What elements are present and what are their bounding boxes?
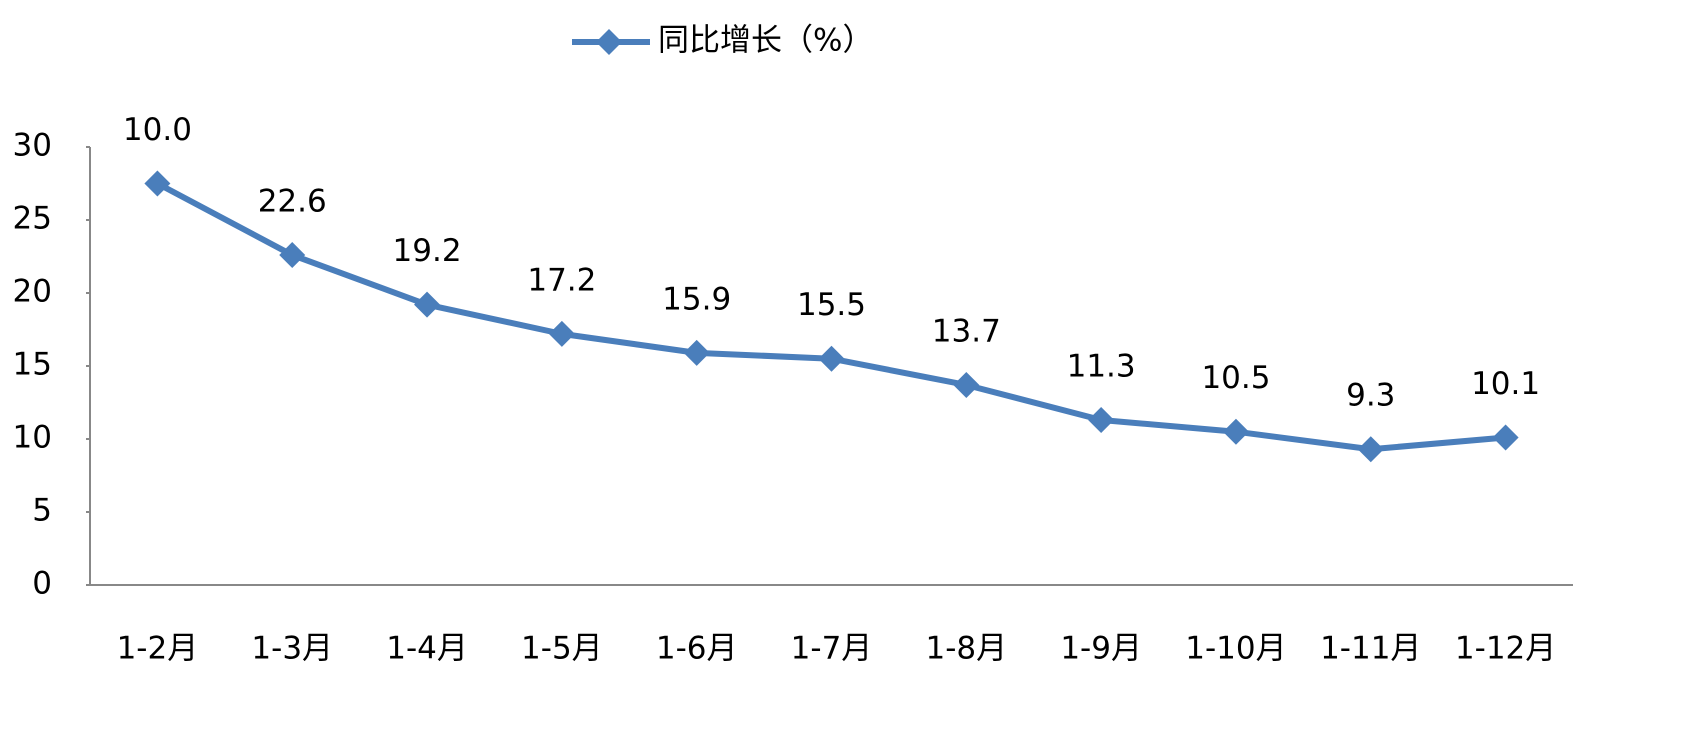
x-tick-label: 1-8月 (925, 631, 1007, 667)
x-tick-label: 1-2月 (117, 631, 199, 667)
y-tick-label: 25 (13, 201, 52, 237)
marker (1088, 407, 1115, 434)
data-label: 22.6 (258, 184, 327, 220)
data-label: 15.5 (797, 287, 866, 323)
data-label: 11.3 (1067, 349, 1136, 385)
y-tick-label: 0 (32, 566, 52, 602)
y-tick-label: 10 (13, 420, 52, 456)
marker (279, 242, 306, 269)
data-label: 13.7 (932, 313, 1001, 349)
x-tick-label: 1-6月 (656, 631, 738, 667)
data-label: 10.1 (1471, 366, 1540, 402)
marker (683, 339, 710, 366)
data-label: 10.0 (123, 112, 192, 148)
x-tick-label: 1-7月 (791, 631, 873, 667)
data-label: 10.5 (1201, 360, 1270, 396)
data-label: 17.2 (527, 262, 596, 298)
x-tick-label: 1-4月 (386, 631, 468, 667)
legend-label: 同比增长（%） (658, 23, 873, 59)
x-tick-label: 1-5月 (521, 631, 603, 667)
data-label: 9.3 (1346, 378, 1395, 414)
x-tick-label: 1-12月 (1455, 631, 1556, 667)
x-tick-label: 1-9月 (1060, 631, 1142, 667)
marker (548, 320, 575, 347)
marker (144, 170, 171, 197)
x-tick-label: 1-3月 (251, 631, 333, 667)
data-label: 19.2 (393, 233, 462, 269)
x-tick-label: 1-10月 (1185, 631, 1286, 667)
legend-marker (596, 29, 622, 55)
marker (1357, 436, 1384, 463)
marker (414, 291, 441, 318)
x-tick-label: 1-11月 (1320, 631, 1421, 667)
y-tick-label: 30 (13, 128, 52, 164)
marker (1492, 424, 1519, 451)
y-tick-label: 5 (32, 493, 52, 529)
marker (818, 345, 845, 372)
y-tick-label: 20 (13, 274, 52, 310)
data-label: 15.9 (662, 281, 731, 317)
marker (953, 371, 980, 398)
marker (1222, 418, 1249, 445)
y-tick-label: 15 (13, 347, 52, 383)
